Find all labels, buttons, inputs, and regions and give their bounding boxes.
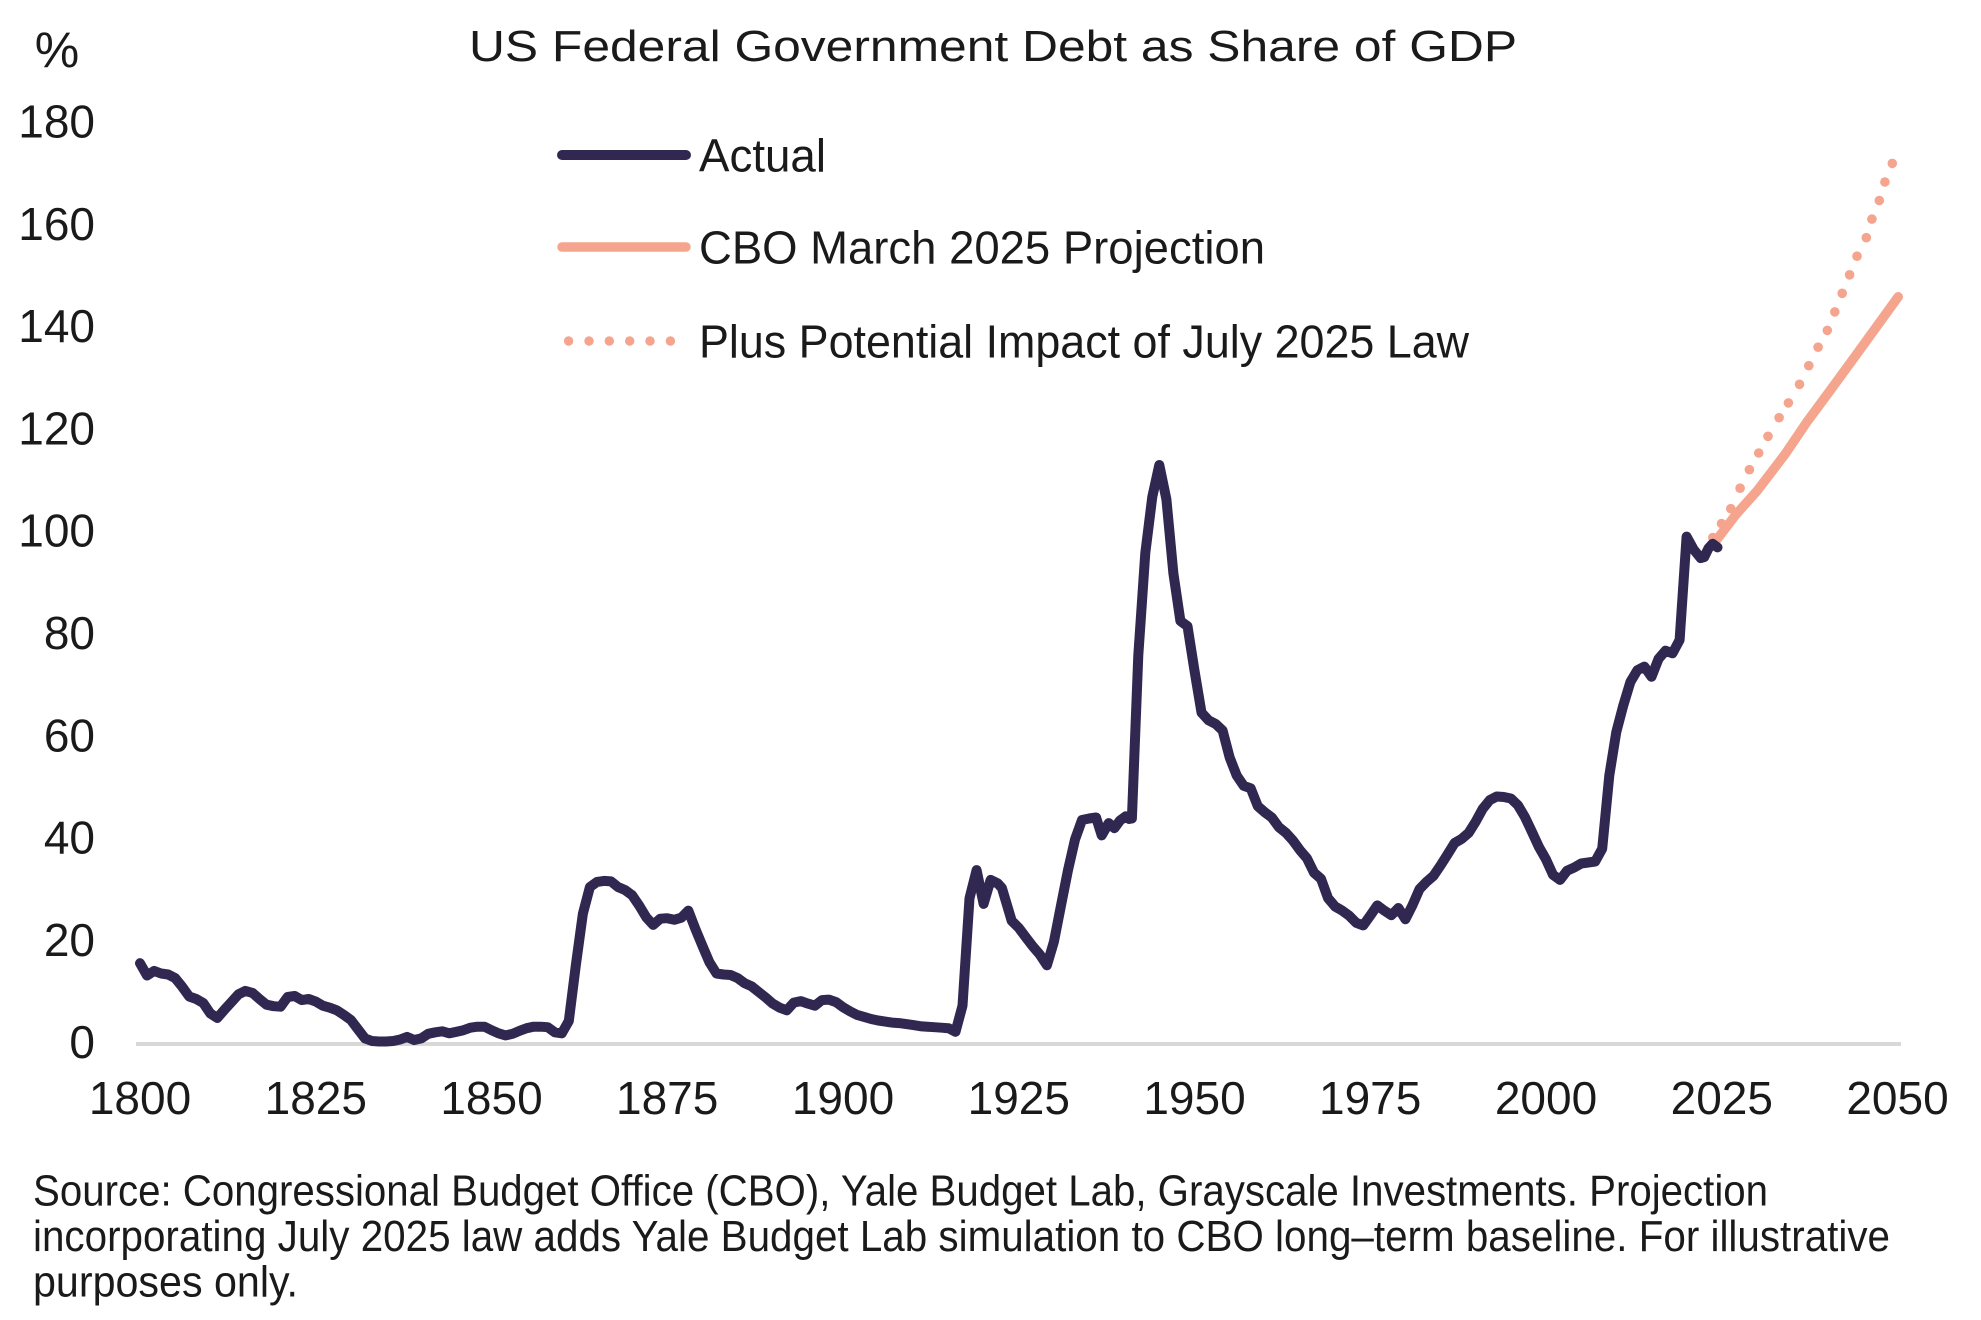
svg-text:1900: 1900 (792, 1072, 894, 1124)
svg-text:160: 160 (18, 198, 95, 250)
svg-text:1850: 1850 (440, 1072, 542, 1124)
svg-text:140: 140 (18, 300, 95, 352)
svg-text:1925: 1925 (968, 1072, 1070, 1124)
svg-text:40: 40 (44, 812, 95, 864)
svg-text:60: 60 (44, 709, 95, 761)
svg-text:120: 120 (18, 402, 95, 454)
svg-text:2025: 2025 (1671, 1072, 1773, 1124)
svg-text:1975: 1975 (1319, 1072, 1421, 1124)
svg-text:20: 20 (44, 914, 95, 966)
svg-text:CBO March 2025 Projection: CBO March 2025 Projection (699, 222, 1265, 274)
svg-text:Plus Potential Impact of July: Plus Potential Impact of July 2025 Law (699, 316, 1470, 368)
svg-text:180: 180 (18, 96, 95, 148)
svg-text:2050: 2050 (1846, 1072, 1948, 1124)
svg-text:%: % (35, 22, 79, 78)
svg-text:US Federal Government Debt as: US Federal Government Debt as Share of G… (469, 22, 1517, 71)
svg-text:0: 0 (69, 1016, 95, 1068)
svg-text:purposes only.: purposes only. (33, 1258, 298, 1307)
svg-text:1800: 1800 (89, 1072, 191, 1124)
svg-text:incorporating July 2025 law ad: incorporating July 2025 law adds Yale Bu… (33, 1212, 1890, 1261)
svg-text:100: 100 (18, 505, 95, 557)
svg-text:1950: 1950 (1143, 1072, 1245, 1124)
svg-text:Source: Congressional Budget O: Source: Congressional Budget Office (CBO… (33, 1167, 1768, 1216)
svg-text:Actual: Actual (699, 130, 826, 182)
svg-text:80: 80 (44, 607, 95, 659)
svg-text:2000: 2000 (1495, 1072, 1597, 1124)
svg-text:1875: 1875 (616, 1072, 718, 1124)
svg-text:1825: 1825 (265, 1072, 367, 1124)
